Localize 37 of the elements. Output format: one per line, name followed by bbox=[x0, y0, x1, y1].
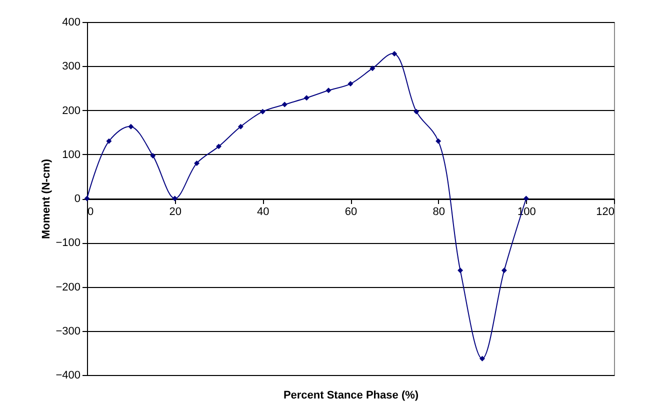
point bbox=[392, 51, 398, 57]
point bbox=[150, 152, 156, 158]
y-tick-label: −400 bbox=[56, 370, 80, 382]
point bbox=[326, 88, 332, 94]
point bbox=[304, 95, 310, 101]
x-tick-label: 80 bbox=[432, 206, 445, 218]
point bbox=[458, 268, 464, 274]
point bbox=[501, 268, 507, 274]
x-tick-label: 0 bbox=[88, 206, 94, 218]
y-tick-label: 300 bbox=[62, 60, 80, 73]
point bbox=[106, 138, 112, 144]
point bbox=[282, 102, 288, 108]
point bbox=[523, 196, 529, 202]
point bbox=[480, 356, 485, 362]
y-tick-label: 0 bbox=[74, 193, 80, 205]
point bbox=[414, 108, 420, 114]
x-tick-label: 20 bbox=[169, 206, 182, 218]
y-tick-label: 200 bbox=[62, 104, 80, 117]
point bbox=[436, 138, 442, 144]
point bbox=[216, 144, 222, 150]
x-axis-title: Percent Stance Phase (%) bbox=[283, 390, 419, 402]
x-tick-label: 60 bbox=[344, 206, 358, 218]
point bbox=[260, 108, 266, 114]
point bbox=[348, 81, 354, 87]
point bbox=[194, 160, 200, 166]
point bbox=[128, 124, 134, 130]
y-tick-label: 400 bbox=[62, 16, 80, 28]
point bbox=[238, 124, 244, 130]
point bbox=[172, 196, 178, 202]
y-axis-title: Moment (N-cm) bbox=[40, 158, 53, 240]
x-tick-label: 40 bbox=[257, 206, 270, 218]
y-tick-label: −100 bbox=[56, 237, 80, 250]
point bbox=[370, 66, 376, 72]
y-tick-label: −200 bbox=[56, 281, 80, 294]
y-tick-label: −300 bbox=[56, 325, 80, 338]
x-tick-label: 120 bbox=[596, 206, 614, 218]
y-tick-label: 100 bbox=[62, 148, 80, 161]
